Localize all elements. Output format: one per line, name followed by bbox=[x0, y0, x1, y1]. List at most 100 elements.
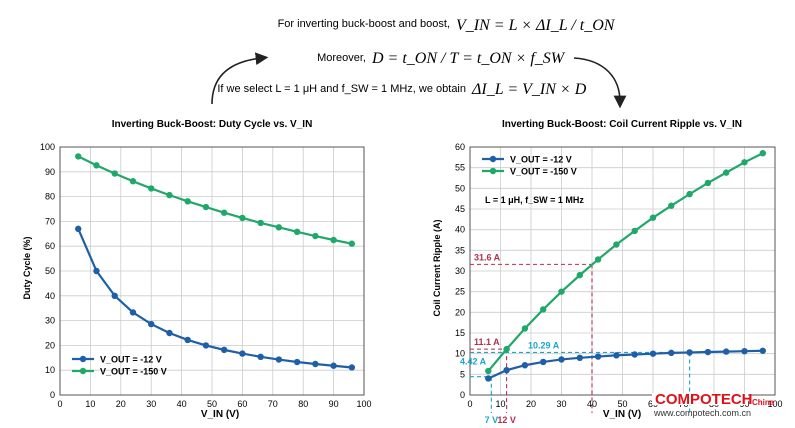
header-formulas: For inverting buck-boost and boost, V_IN… bbox=[217, 17, 615, 98]
y-tick-label: 40 bbox=[45, 291, 55, 301]
x-axis-label: V_IN (V) bbox=[201, 409, 239, 420]
data-point bbox=[759, 347, 766, 354]
formula-line-1: V_IN = L × ΔI_L / t_ON bbox=[456, 17, 616, 34]
data-point bbox=[202, 203, 210, 211]
data-point bbox=[184, 198, 191, 205]
x-axis-label: V_IN (V) bbox=[603, 409, 641, 420]
watermark-url: www.compotech.com.cn bbox=[653, 408, 751, 418]
data-point bbox=[111, 170, 118, 177]
data-point bbox=[220, 346, 228, 354]
series-line bbox=[77, 155, 353, 245]
y-tick-label: 35 bbox=[455, 245, 465, 255]
x-tick-label: 20 bbox=[526, 399, 536, 409]
chart-grid bbox=[59, 146, 365, 396]
y-tick-label: 90 bbox=[45, 167, 55, 177]
data-point bbox=[275, 224, 283, 231]
x-tick-label: 70 bbox=[268, 399, 278, 409]
annotation-value-label: 4.42 A bbox=[460, 357, 487, 367]
y-axis-label: Duty Cycle (%) bbox=[22, 236, 32, 299]
data-point bbox=[148, 185, 155, 192]
data-point bbox=[239, 350, 246, 357]
data-point bbox=[576, 354, 583, 361]
y-axis-label: Coil Current Ripple (A) bbox=[432, 220, 442, 317]
data-point bbox=[723, 348, 730, 355]
x-tick-label: 10 bbox=[85, 399, 95, 409]
data-point bbox=[558, 288, 565, 295]
data-point bbox=[594, 353, 602, 360]
y-tick-label: 20 bbox=[45, 340, 55, 350]
y-tick-label: 45 bbox=[455, 204, 465, 214]
y-tick-label: 0 bbox=[460, 390, 465, 400]
y-tick-label: 100 bbox=[40, 142, 55, 152]
x-tick-label: 80 bbox=[298, 399, 308, 409]
series-line bbox=[487, 349, 763, 380]
data-point bbox=[166, 329, 173, 337]
data-point bbox=[93, 267, 100, 275]
data-point bbox=[93, 162, 100, 169]
x-tick-label: 100 bbox=[767, 399, 782, 409]
x-tick-label: 90 bbox=[329, 399, 339, 409]
data-point bbox=[649, 214, 657, 221]
formula-line-3: ΔI_L = V_IN × D bbox=[471, 81, 587, 98]
data-point bbox=[275, 356, 283, 363]
data-point bbox=[330, 236, 337, 244]
series-line bbox=[487, 152, 764, 372]
legend-label: V_OUT = -12 V bbox=[510, 155, 572, 165]
data-point bbox=[220, 209, 228, 216]
annotation-value-label: 10.29 A bbox=[528, 340, 560, 350]
x-tick-label: 40 bbox=[177, 399, 187, 409]
data-point bbox=[741, 347, 748, 355]
data-point bbox=[540, 306, 547, 313]
data-point bbox=[184, 336, 191, 344]
legend-label: V_OUT = -150 V bbox=[510, 167, 577, 177]
x-tick-label: 20 bbox=[116, 399, 126, 409]
annotation-value-label: 11.1 A bbox=[474, 337, 500, 347]
data-point bbox=[257, 219, 264, 227]
formula-line-1-prefix: For inverting buck-boost and boost, bbox=[278, 18, 450, 30]
series-lines bbox=[75, 153, 356, 371]
series-lines bbox=[485, 150, 766, 382]
x-tick-label: 30 bbox=[556, 399, 566, 409]
data-point bbox=[312, 360, 319, 368]
data-point bbox=[348, 240, 356, 247]
data-point bbox=[129, 178, 137, 185]
y-tick-label: 30 bbox=[455, 266, 465, 276]
watermark: COMPOTECH China www.compotech.com.cn bbox=[652, 391, 775, 418]
legend-label: V_OUT = -150 V bbox=[100, 367, 167, 377]
data-point bbox=[257, 353, 264, 361]
x-tick-label: 100 bbox=[356, 399, 371, 409]
chart-legend: V_OUT = -12 V V_OUT = -150 V bbox=[72, 355, 167, 377]
data-point bbox=[503, 367, 510, 374]
chart-legend: V_OUT = -12 V V_OUT = -150 V bbox=[482, 155, 577, 177]
data-point bbox=[485, 367, 492, 375]
y-tick-label: 25 bbox=[455, 287, 465, 297]
coil-ripple-chart: Inverting Buck-Boost: Coil Current Rippl… bbox=[432, 119, 783, 425]
chart-title: Inverting Buck-Boost: Coil Current Rippl… bbox=[502, 119, 742, 130]
annotation-value-label: 31.6 A bbox=[474, 252, 501, 262]
data-point bbox=[75, 225, 82, 233]
x-tick-label: 50 bbox=[617, 399, 627, 409]
data-point bbox=[485, 375, 492, 382]
plot-frame bbox=[469, 146, 776, 396]
y-tick-label: 55 bbox=[455, 163, 465, 173]
data-point bbox=[704, 179, 712, 187]
data-point bbox=[631, 351, 638, 358]
y-tick-label: 15 bbox=[455, 328, 465, 338]
data-point bbox=[594, 256, 602, 263]
data-point bbox=[293, 228, 301, 236]
watermark-brand-suffix: China bbox=[752, 398, 775, 407]
data-point bbox=[741, 159, 748, 166]
right-curved-arrow-icon bbox=[573, 57, 627, 109]
left-curved-arrow-icon bbox=[211, 52, 269, 105]
x-tick-label: 40 bbox=[587, 399, 597, 409]
y-tick-label: 60 bbox=[455, 142, 465, 152]
chart-annotation-text: L = 1 μH, f_SW = 1 MHz bbox=[485, 195, 584, 205]
legend-swatch-marker bbox=[489, 155, 497, 163]
x-tick-label: 50 bbox=[207, 399, 217, 409]
data-point bbox=[521, 362, 529, 369]
data-point bbox=[312, 232, 319, 240]
plot-frame bbox=[59, 146, 365, 396]
y-tick-label: 70 bbox=[45, 216, 55, 226]
data-point bbox=[668, 202, 675, 209]
x-tick-label: 30 bbox=[146, 399, 156, 409]
